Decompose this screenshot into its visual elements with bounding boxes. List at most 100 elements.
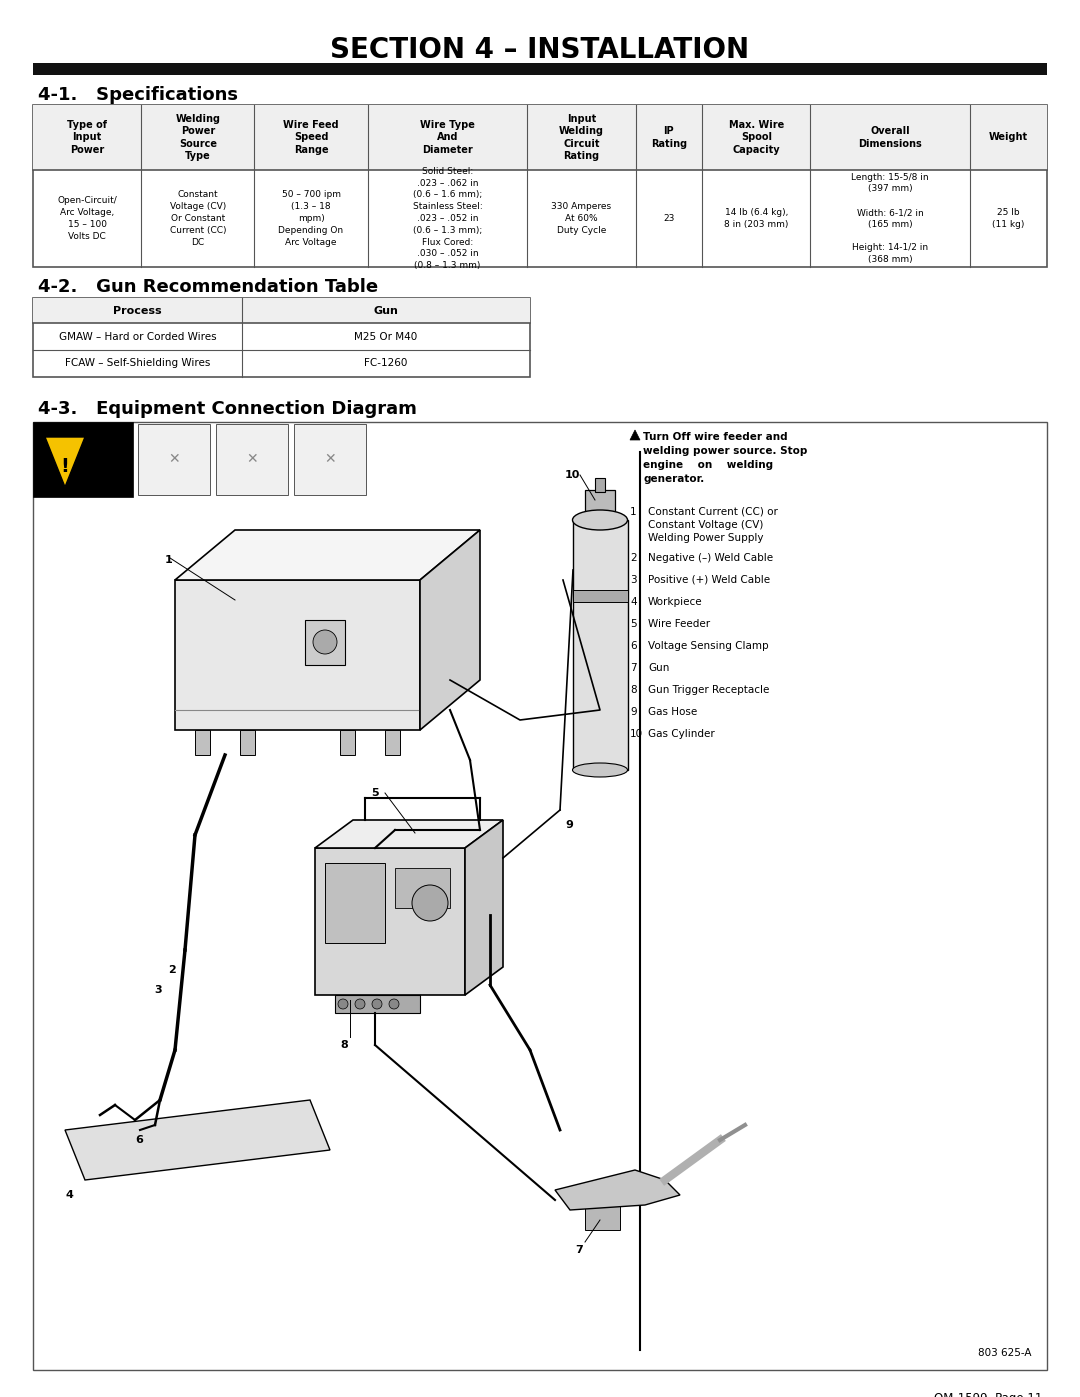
- Bar: [240, 731, 255, 754]
- Bar: [340, 731, 355, 754]
- Text: Type of
Input
Power: Type of Input Power: [67, 120, 107, 155]
- Text: ✕: ✕: [246, 453, 258, 467]
- Bar: [33, 105, 1047, 267]
- Text: 3: 3: [630, 576, 636, 585]
- Text: 803 625-A: 803 625-A: [978, 1348, 1032, 1358]
- Text: Gun: Gun: [648, 664, 670, 673]
- Text: 1: 1: [630, 507, 636, 517]
- Text: 7: 7: [575, 1245, 583, 1255]
- Bar: [585, 1200, 620, 1229]
- Text: FC-1260: FC-1260: [364, 359, 407, 369]
- Bar: [305, 620, 345, 665]
- Bar: [395, 868, 450, 908]
- Bar: [33, 63, 1047, 75]
- Text: 25 lb
(11 kg): 25 lb (11 kg): [993, 208, 1025, 229]
- Text: Constant Current (CC) or
Constant Voltage (CV)
Welding Power Supply: Constant Current (CC) or Constant Voltag…: [648, 507, 778, 543]
- Circle shape: [313, 630, 337, 654]
- Polygon shape: [630, 430, 640, 440]
- Polygon shape: [420, 529, 480, 731]
- Bar: [595, 478, 605, 492]
- Ellipse shape: [572, 510, 627, 529]
- Text: 50 – 700 ipm
(1.3 – 18
mpm)
Depending On
Arc Voltage: 50 – 700 ipm (1.3 – 18 mpm) Depending On…: [279, 190, 343, 247]
- Bar: [195, 731, 210, 754]
- Bar: [325, 863, 384, 943]
- Circle shape: [372, 999, 382, 1009]
- Circle shape: [411, 886, 448, 921]
- Text: 4: 4: [630, 597, 636, 608]
- Bar: [216, 425, 288, 495]
- Text: Gun: Gun: [374, 306, 399, 316]
- Text: Gun Trigger Receptacle: Gun Trigger Receptacle: [648, 685, 769, 694]
- Text: Workpiece: Workpiece: [648, 597, 703, 608]
- Bar: [465, 908, 490, 923]
- Text: 8: 8: [340, 1039, 348, 1051]
- Text: 7: 7: [630, 664, 636, 673]
- Text: 10: 10: [565, 469, 580, 481]
- Text: IP
Rating: IP Rating: [651, 126, 687, 148]
- Bar: [384, 731, 400, 754]
- Polygon shape: [555, 1171, 680, 1210]
- Bar: [335, 995, 420, 1013]
- Text: M25 Or M40: M25 Or M40: [354, 331, 418, 341]
- Text: Max. Wire
Spool
Capacity: Max. Wire Spool Capacity: [729, 120, 784, 155]
- Text: Wire Type
And
Diameter: Wire Type And Diameter: [420, 120, 475, 155]
- Text: 4: 4: [65, 1190, 72, 1200]
- Polygon shape: [315, 820, 503, 848]
- Text: 4-3.   Equipment Connection Diagram: 4-3. Equipment Connection Diagram: [38, 400, 417, 418]
- Bar: [33, 422, 133, 497]
- Text: OM-1599  Page 11: OM-1599 Page 11: [933, 1391, 1042, 1397]
- Text: Positive (+) Weld Cable: Positive (+) Weld Cable: [648, 576, 770, 585]
- Text: FCAW – Self-Shielding Wires: FCAW – Self-Shielding Wires: [65, 359, 210, 369]
- Circle shape: [338, 999, 348, 1009]
- Bar: [573, 520, 627, 770]
- Bar: [465, 933, 490, 949]
- Polygon shape: [465, 820, 503, 995]
- Text: SECTION 4 – INSTALLATION: SECTION 4 – INSTALLATION: [330, 36, 750, 64]
- Text: 6: 6: [630, 641, 636, 651]
- Text: 330 Amperes
At 60%
Duty Cycle: 330 Amperes At 60% Duty Cycle: [552, 203, 611, 235]
- Text: 1: 1: [165, 555, 173, 564]
- Bar: [33, 422, 1047, 1370]
- Text: Length: 15-5/8 in
(397 mm)

Width: 6-1/2 in
(165 mm)

Height: 14-1/2 in
(368 mm): Length: 15-5/8 in (397 mm) Width: 6-1/2 …: [851, 173, 929, 264]
- Text: Open-Circuit/
Arc Voltage,
15 – 100
Volts DC: Open-Circuit/ Arc Voltage, 15 – 100 Volt…: [57, 197, 117, 240]
- Polygon shape: [45, 437, 85, 488]
- Ellipse shape: [572, 763, 627, 777]
- Text: Turn Off wire feeder and
welding power source. Stop
engine    on    welding
gene: Turn Off wire feeder and welding power s…: [643, 432, 808, 483]
- Text: Welding
Power
Source
Type: Welding Power Source Type: [175, 115, 220, 161]
- Text: 8: 8: [630, 685, 636, 694]
- Text: Wire Feeder: Wire Feeder: [648, 619, 711, 629]
- Text: 6: 6: [135, 1134, 143, 1146]
- Bar: [33, 298, 530, 323]
- Circle shape: [389, 999, 399, 1009]
- Text: Process: Process: [113, 306, 162, 316]
- Text: Wire Feed
Speed
Range: Wire Feed Speed Range: [283, 120, 339, 155]
- Bar: [138, 425, 210, 495]
- Text: Gas Hose: Gas Hose: [648, 707, 698, 717]
- Text: 4-1.   Specifications: 4-1. Specifications: [38, 87, 238, 103]
- Bar: [315, 848, 465, 995]
- Text: !: !: [60, 457, 69, 476]
- Text: 2: 2: [630, 553, 636, 563]
- Text: 5: 5: [372, 788, 379, 798]
- Text: 9: 9: [565, 820, 572, 830]
- Text: Constant
Voltage (CV)
Or Constant
Current (CC)
DC: Constant Voltage (CV) Or Constant Curren…: [170, 190, 226, 247]
- Text: Voltage Sensing Clamp: Voltage Sensing Clamp: [648, 641, 769, 651]
- Text: 10: 10: [630, 729, 643, 739]
- Text: Negative (–) Weld Cable: Negative (–) Weld Cable: [648, 553, 773, 563]
- Text: ✕: ✕: [168, 453, 179, 467]
- Text: Gas Cylinder: Gas Cylinder: [648, 729, 715, 739]
- Bar: [33, 298, 530, 377]
- Text: 4-2.   Gun Recommendation Table: 4-2. Gun Recommendation Table: [38, 278, 378, 296]
- Text: GMAW – Hard or Corded Wires: GMAW – Hard or Corded Wires: [58, 331, 216, 341]
- Bar: [573, 590, 627, 602]
- Text: 3: 3: [154, 985, 162, 995]
- Text: 14 lb (6.4 kg),
8 in (203 mm): 14 lb (6.4 kg), 8 in (203 mm): [725, 208, 788, 229]
- Text: Input
Welding
Circuit
Rating: Input Welding Circuit Rating: [559, 115, 604, 161]
- Text: 5: 5: [630, 619, 636, 629]
- Text: Solid Steel:
.023 – .062 in
(0.6 – 1.6 mm);
Stainless Steel:
.023 – .052 in
(0.6: Solid Steel: .023 – .062 in (0.6 – 1.6 m…: [413, 166, 483, 270]
- Bar: [294, 425, 366, 495]
- Bar: [33, 105, 1047, 170]
- Circle shape: [355, 999, 365, 1009]
- Polygon shape: [65, 1099, 330, 1180]
- Bar: [175, 580, 420, 731]
